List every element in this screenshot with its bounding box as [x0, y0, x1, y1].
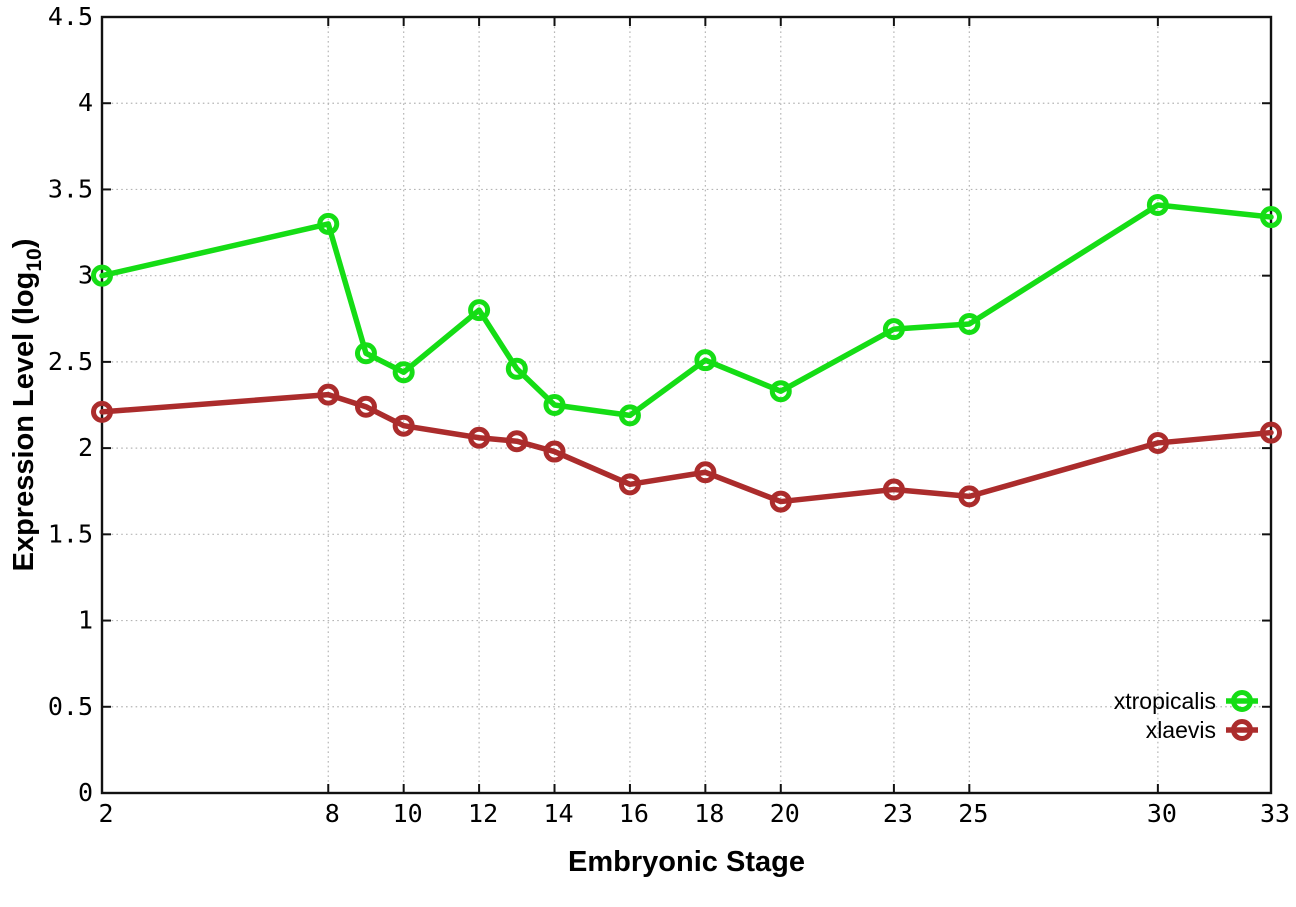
- data-point-xlaevis: [1260, 421, 1282, 444]
- x-tick-label: 8: [325, 799, 340, 828]
- legend-label-xtropicalis: xtropicalis: [1114, 688, 1216, 714]
- data-point-xlaevis: [354, 395, 377, 418]
- x-tick-label: 33: [1260, 799, 1290, 828]
- data-point-xtropicalis: [882, 318, 905, 341]
- y-tick-label: 0.5: [48, 692, 93, 721]
- legend: xtropicalis xlaevis: [1114, 688, 1258, 743]
- y-tick-label: 2: [78, 433, 93, 462]
- data-point-xtropicalis: [618, 404, 641, 427]
- series-markers-xtropicalis: [91, 193, 1282, 427]
- data-point-xlaevis: [958, 485, 981, 508]
- x-tick-label: 12: [468, 799, 498, 828]
- y-axis-label: Expression Level (log10): [8, 239, 46, 572]
- data-point-xtropicalis: [694, 349, 717, 372]
- data-point-xtropicalis: [1260, 206, 1282, 229]
- legend-marker-xlaevis: [1231, 719, 1253, 741]
- x-tick-label: 18: [694, 799, 724, 828]
- data-point-xlaevis: [317, 383, 340, 406]
- data-point-xlaevis: [468, 426, 491, 449]
- legend-label-xlaevis: xlaevis: [1146, 717, 1216, 743]
- data-point-xlaevis: [882, 478, 905, 501]
- y-tick-label: 0: [78, 778, 93, 807]
- data-point-xlaevis: [618, 473, 641, 496]
- data-point-xtropicalis: [317, 212, 340, 235]
- x-tick-label: 16: [619, 799, 649, 828]
- data-point-xtropicalis: [468, 299, 491, 322]
- data-point-xtropicalis: [769, 380, 792, 403]
- y-tick-label: 1.5: [48, 519, 93, 548]
- y-tick-label: 1: [78, 606, 93, 635]
- x-tick-label: 10: [393, 799, 423, 828]
- data-point-xlaevis: [1146, 431, 1169, 454]
- data-point-xtropicalis: [958, 312, 981, 335]
- y-tick-label: 3.5: [48, 174, 93, 203]
- y-tick-label: 2.5: [48, 347, 93, 376]
- data-point-xtropicalis: [505, 357, 528, 380]
- x-tick-label: 23: [883, 799, 913, 828]
- y-tick-label: 3: [78, 261, 93, 290]
- data-point-xlaevis: [543, 440, 566, 463]
- x-tick-label: 30: [1147, 799, 1177, 828]
- y-tick-labels: 0 0.5 1 1.5 2 2.5 3 3.5 4 4.5: [48, 2, 93, 807]
- x-tick-label: 20: [770, 799, 800, 828]
- data-point-xtropicalis: [354, 342, 377, 365]
- x-tick-label: 25: [958, 799, 988, 828]
- series-markers-xlaevis: [91, 383, 1282, 513]
- data-point-xlaevis: [91, 400, 113, 423]
- legend-marker-xtropicalis: [1231, 690, 1253, 712]
- data-point-xtropicalis: [392, 361, 415, 384]
- data-point-xlaevis: [769, 490, 792, 513]
- data-point-xtropicalis: [1146, 193, 1169, 216]
- data-point-xlaevis: [505, 430, 528, 453]
- x-tick-labels: 2 8 10 12 14 16 18 20 23 25 30 33: [98, 799, 1290, 828]
- data-point-xtropicalis: [91, 264, 113, 287]
- x-tick-label: 14: [543, 799, 573, 828]
- data-point-xlaevis: [392, 414, 415, 437]
- data-point-xtropicalis: [543, 394, 566, 416]
- data-point-xlaevis: [694, 461, 717, 484]
- x-axis-label: Embryonic Stage: [568, 846, 805, 878]
- y-tick-label: 4: [78, 88, 93, 117]
- y-tick-label: 4.5: [48, 2, 93, 31]
- x-tick-label: 2: [98, 799, 113, 828]
